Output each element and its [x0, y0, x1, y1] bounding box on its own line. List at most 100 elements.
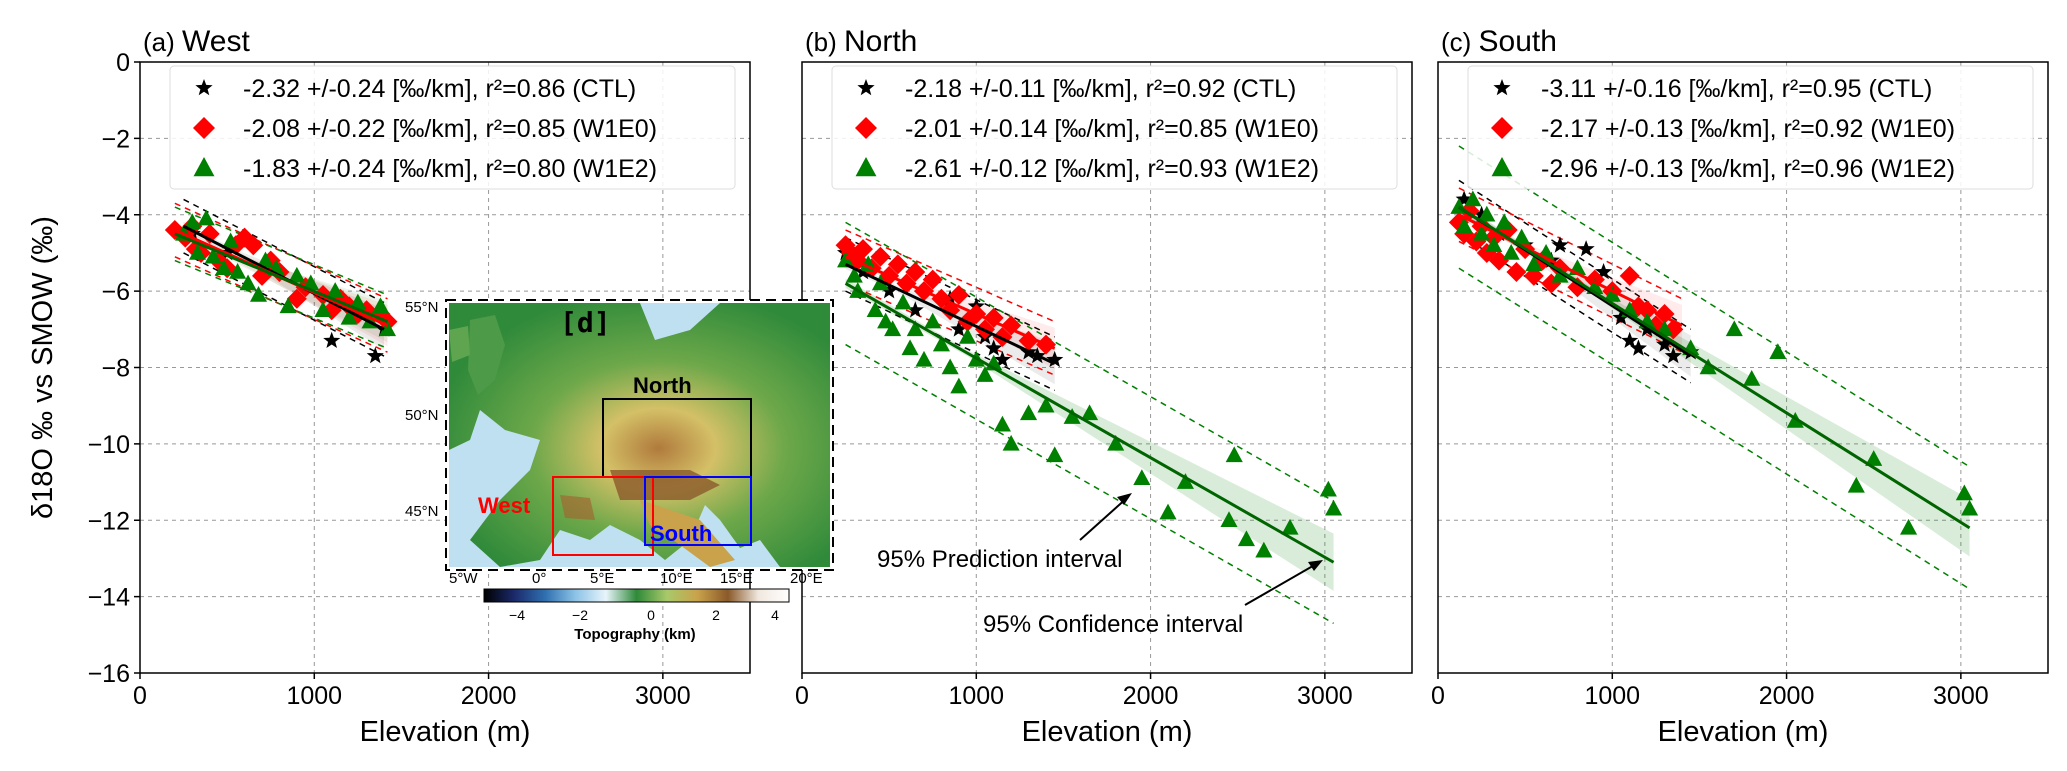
data-point-triangle — [279, 297, 297, 314]
data-point-diamond — [1489, 250, 1509, 271]
x-tick-label: 3000 — [1933, 682, 1989, 710]
data-point-triangle — [288, 266, 306, 283]
y-tick-label: −4 — [101, 202, 130, 230]
data-point-triangle — [188, 243, 207, 260]
legend-marker — [193, 157, 215, 177]
data-point-triangle — [837, 251, 855, 268]
prediction-interval-line — [183, 252, 385, 357]
data-point-triangle — [941, 358, 959, 375]
region-box-south — [644, 476, 752, 546]
data-point-diamond — [1567, 277, 1588, 298]
continent-land — [449, 303, 830, 567]
x-tick-label: 3000 — [635, 682, 691, 710]
data-point-triangle — [1220, 511, 1238, 527]
data-point-star — [1473, 205, 1491, 222]
panel-name: West — [182, 25, 250, 58]
prediction-interval-line — [845, 290, 1056, 392]
y-tick-label: 0 — [116, 49, 130, 77]
x-tick-label: 2000 — [461, 682, 517, 710]
data-point-triangle — [1525, 255, 1543, 272]
data-point-triangle — [1255, 541, 1273, 558]
prediction-interval-line — [1458, 267, 1970, 590]
region-box-west — [552, 476, 654, 556]
legend-marker — [855, 117, 877, 139]
data-point-star — [1621, 331, 1639, 348]
panel-title: (c) South — [1441, 25, 1557, 58]
data-point-star — [906, 301, 924, 318]
data-point-triangle — [884, 320, 902, 337]
legend-entry: -3.11 +/-0.16 [‰/km], r²=0.95 (CTL) — [1541, 75, 1932, 103]
data-point-star — [1595, 263, 1613, 280]
regression-line — [844, 255, 1056, 350]
regression-line — [844, 282, 1335, 564]
data-point-star — [950, 320, 968, 337]
data-point-triangle — [993, 415, 1011, 432]
legend-box — [169, 65, 736, 190]
data-point-star — [985, 339, 1003, 356]
prediction-interval-line — [845, 282, 1056, 376]
data-point-triangle — [1502, 243, 1520, 260]
data-point-triangle — [877, 312, 895, 329]
data-point-triangle — [378, 320, 397, 337]
lat-tick-50: 50°N — [405, 407, 439, 424]
data-point-diamond — [922, 269, 943, 290]
data-point-triangle — [1900, 518, 1918, 535]
y-tick-label: −14 — [88, 584, 131, 612]
y-tick-label: −16 — [88, 660, 130, 688]
y-axis-label: δ18O ‰ vs SMOW (‰) — [27, 216, 59, 519]
annotation-arrow-head — [1308, 560, 1323, 571]
data-point-diamond — [853, 239, 873, 260]
legend-marker — [195, 79, 213, 96]
x-tick-label: 0 — [133, 682, 147, 710]
british-isles-land — [468, 315, 505, 395]
data-point-triangle — [1225, 446, 1243, 463]
data-point-triangle — [222, 232, 240, 249]
data-point-star — [1046, 350, 1064, 368]
prediction-interval-line — [174, 259, 388, 350]
data-point-triangle — [197, 209, 215, 226]
axes-frame — [1437, 61, 2049, 674]
data-point-triangle — [371, 297, 390, 314]
legend-marker — [1491, 157, 1513, 177]
data-point-triangle — [215, 259, 233, 275]
data-point-triangle — [1699, 358, 1717, 375]
region-label-south: South — [650, 521, 712, 546]
data-point-star — [993, 350, 1011, 368]
legend-box — [831, 65, 1398, 190]
annotation-arrow-shaft — [1244, 562, 1319, 606]
data-point-triangle — [959, 327, 977, 344]
prediction-interval-line — [174, 256, 388, 353]
prediction-interval-line — [183, 198, 385, 304]
data-point-triangle — [1081, 404, 1099, 421]
data-point-star — [1664, 347, 1682, 364]
data-point-triangle — [1455, 217, 1473, 233]
colorbar-title: Topography (km) — [574, 626, 695, 643]
data-point-triangle — [924, 312, 942, 329]
data-point-diamond — [887, 254, 908, 275]
prediction-interval-line — [845, 221, 1334, 502]
panel-north: 0 1000 2000 3000 Elevation (m) (b) North -2.18… — [795, 25, 1413, 748]
data-point-triangle — [1020, 404, 1038, 421]
colorbar-tick-m2: −2 — [572, 607, 588, 623]
data-point-star — [366, 347, 384, 364]
data-point-triangle — [915, 350, 933, 367]
prediction-interval-line — [1458, 145, 1970, 468]
data-point-diamond — [1619, 265, 1640, 286]
data-point-triangle — [1176, 473, 1194, 489]
data-point-triangle — [1133, 469, 1151, 485]
data-point-triangle — [1847, 476, 1865, 493]
data-point-triangle — [1159, 503, 1177, 520]
legend-marker — [855, 157, 877, 177]
data-point-diamond — [199, 223, 220, 244]
data-point-triangle — [932, 335, 950, 352]
region-label-west: West — [478, 493, 531, 518]
lon-tick-20e: 20°E — [790, 570, 823, 587]
lat-tick-45: 45°N — [405, 503, 439, 520]
lon-tick-5e: 5°E — [590, 570, 614, 587]
legend-entry: -2.08 +/-0.22 [‰/km], r²=0.85 (W1E0) — [243, 115, 657, 143]
prediction-interval-line — [1458, 187, 1683, 300]
colorbar-tick-m4: −4 — [509, 607, 525, 623]
data-point-triangle — [1063, 408, 1081, 424]
legend-marker — [857, 79, 875, 96]
